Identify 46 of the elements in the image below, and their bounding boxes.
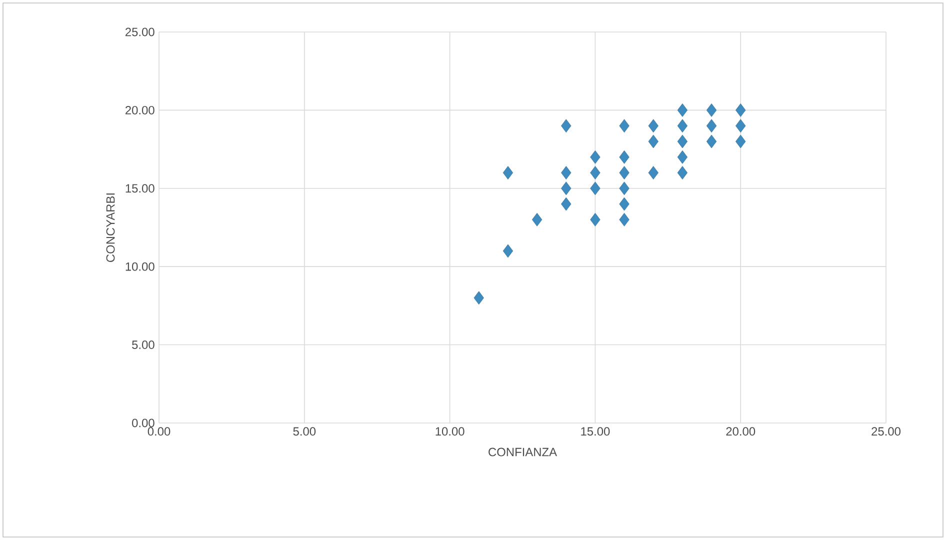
point xyxy=(619,150,630,164)
point xyxy=(619,197,630,211)
point xyxy=(590,166,600,180)
point xyxy=(590,212,600,226)
point xyxy=(706,134,717,148)
point xyxy=(590,182,600,196)
point xyxy=(677,134,688,148)
point xyxy=(677,103,688,117)
point xyxy=(532,212,542,226)
point xyxy=(619,182,630,196)
point xyxy=(561,119,572,133)
point xyxy=(736,119,746,133)
y-tick-label: 15.00 xyxy=(126,184,154,193)
point xyxy=(590,150,600,164)
x-tick-label: 5.00 xyxy=(293,427,316,436)
point xyxy=(706,119,717,133)
point xyxy=(561,197,572,211)
point xyxy=(648,119,658,133)
y-tick-label: 10.00 xyxy=(126,262,154,271)
point xyxy=(619,119,630,133)
point xyxy=(619,166,630,180)
x-axis-title: CONFIANZA xyxy=(488,448,558,456)
point xyxy=(502,244,514,258)
x-tick-label: 20.00 xyxy=(726,427,756,436)
point xyxy=(706,103,717,117)
x-tick-label: 15.00 xyxy=(581,427,610,436)
point xyxy=(561,182,572,196)
point xyxy=(474,291,484,305)
point xyxy=(677,166,688,180)
point xyxy=(736,103,746,117)
point xyxy=(736,134,746,148)
point xyxy=(619,212,630,226)
x-tick-label: 0.00 xyxy=(148,427,170,436)
y-axis-title: CONCYARBI xyxy=(106,194,115,262)
point xyxy=(648,166,658,180)
x-tick-label: 10.00 xyxy=(436,427,464,436)
point xyxy=(502,166,514,180)
point xyxy=(561,166,572,180)
x-tick-label: 25.00 xyxy=(872,427,901,436)
point xyxy=(648,134,658,148)
y-tick-label: 5.00 xyxy=(132,340,154,350)
point xyxy=(677,119,688,133)
point xyxy=(677,150,688,164)
y-tick-label: 20.00 xyxy=(126,106,154,114)
y-tick-label: 25.00 xyxy=(126,28,154,36)
y-tick-label: 0.00 xyxy=(132,418,154,428)
